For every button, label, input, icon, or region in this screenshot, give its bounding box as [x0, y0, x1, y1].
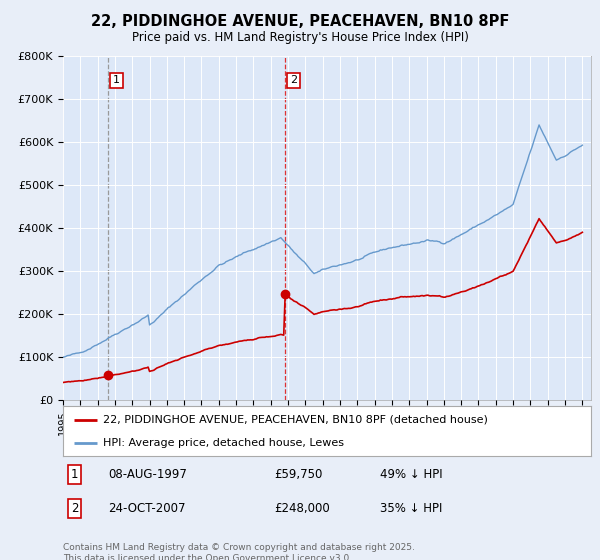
- Text: £59,750: £59,750: [274, 468, 323, 481]
- Text: Contains HM Land Registry data © Crown copyright and database right 2025.
This d: Contains HM Land Registry data © Crown c…: [63, 543, 415, 560]
- Text: 35% ↓ HPI: 35% ↓ HPI: [380, 502, 442, 515]
- Text: Price paid vs. HM Land Registry's House Price Index (HPI): Price paid vs. HM Land Registry's House …: [131, 31, 469, 44]
- Text: 2: 2: [290, 76, 297, 85]
- Text: 49% ↓ HPI: 49% ↓ HPI: [380, 468, 442, 481]
- Text: 1: 1: [71, 468, 79, 481]
- Text: £248,000: £248,000: [274, 502, 330, 515]
- Text: 24-OCT-2007: 24-OCT-2007: [108, 502, 185, 515]
- Text: 2: 2: [71, 502, 79, 515]
- Text: 22, PIDDINGHOE AVENUE, PEACEHAVEN, BN10 8PF (detached house): 22, PIDDINGHOE AVENUE, PEACEHAVEN, BN10 …: [103, 414, 487, 424]
- Text: 1: 1: [113, 76, 120, 85]
- Text: 22, PIDDINGHOE AVENUE, PEACEHAVEN, BN10 8PF: 22, PIDDINGHOE AVENUE, PEACEHAVEN, BN10 …: [91, 14, 509, 29]
- Text: 08-AUG-1997: 08-AUG-1997: [108, 468, 187, 481]
- Text: HPI: Average price, detached house, Lewes: HPI: Average price, detached house, Lewe…: [103, 438, 344, 448]
